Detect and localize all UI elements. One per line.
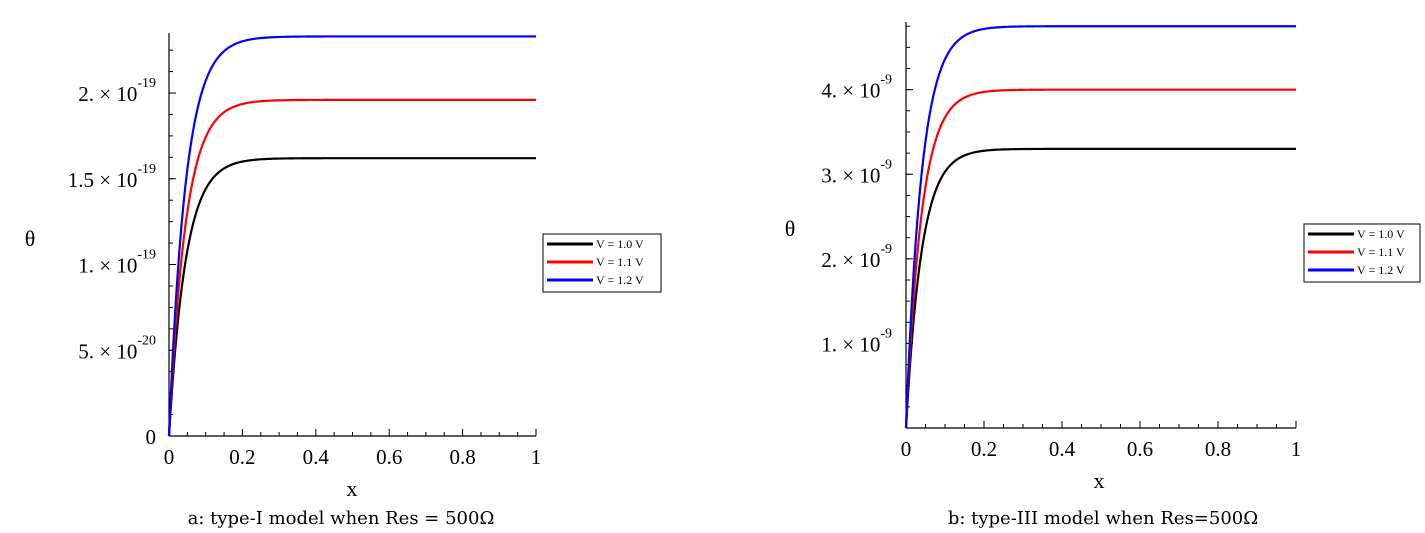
y-axis-label: θ [785, 216, 796, 241]
legend-label-3: V = 1.2 V [1357, 263, 1405, 277]
y-tick-exponent: -9 [880, 326, 892, 341]
y-tick-exponent: -9 [880, 242, 892, 257]
y-tick-label: 2. × 10-19 [78, 76, 156, 106]
x-tick-label: 1 [531, 445, 542, 469]
x-tick-label: 0.4 [303, 445, 330, 469]
series-line-2 [167, 98, 536, 437]
y-tick-mantissa: 1. × 10 [78, 254, 137, 278]
y-tick-label: 1. × 10-19 [78, 248, 156, 278]
y-tick-mantissa: 3. × 10 [821, 163, 880, 187]
y-tick-mantissa: 1. × 10 [821, 332, 880, 356]
legend: V = 1.0 V V = 1.1 V V = 1.2 V [542, 233, 662, 293]
x-tick-label: 0 [901, 437, 912, 461]
legend-label-2: V = 1.1 V [596, 255, 644, 269]
y-tick-exponent: -19 [137, 162, 156, 177]
x-tick-label: 0.8 [1205, 437, 1231, 461]
legend-label-2: V = 1.1 V [1357, 245, 1405, 259]
chart-a: 0 0.2 0.4 0.6 0.8 105. × 10-201. × 10-191.5 ×… [25, 33, 662, 529]
y-tick-mantissa: 1.5 × 10 [68, 168, 138, 192]
x-tick-label: 0.6 [376, 445, 402, 469]
y-tick-mantissa: 2. × 10 [78, 82, 137, 106]
y-tick-label: 4. × 10-9 [821, 73, 892, 103]
figure-caption: b: type-III model when Res=500Ω [948, 508, 1258, 529]
series-line-1 [167, 157, 536, 437]
y-tick-mantissa: 0 [146, 425, 157, 449]
y-tick-exponent: -9 [880, 157, 892, 172]
series-line-1 [904, 147, 1296, 429]
y-tick-exponent: -20 [137, 333, 156, 348]
figure-caption: a: type-I model when Res = 500Ω [188, 508, 495, 529]
x-tick-label: 0 [164, 445, 175, 469]
x-tick-label: 0.2 [229, 445, 255, 469]
series-line-2 [904, 88, 1296, 429]
y-tick-exponent: -19 [137, 248, 156, 263]
x-tick-label: 1 [1291, 437, 1302, 461]
x-axis-label: x [1094, 468, 1105, 493]
legend-label-1: V = 1.0 V [596, 237, 644, 251]
legend-label-1: V = 1.0 V [1357, 227, 1405, 241]
y-tick-label: 2. × 10-9 [821, 242, 892, 272]
y-tick-exponent: -19 [137, 76, 156, 91]
x-tick-label: 0.8 [449, 445, 475, 469]
x-tick-label: 0.6 [1127, 437, 1153, 461]
y-tick-mantissa: 4. × 10 [821, 79, 880, 103]
y-tick-label: 3. × 10-9 [821, 157, 892, 187]
y-tick-label: 0 [146, 425, 157, 449]
x-tick-label: 0.4 [1049, 437, 1076, 461]
x-axis-label: x [347, 476, 358, 501]
y-axis-label: θ [25, 226, 36, 251]
y-tick-exponent: -9 [880, 73, 892, 88]
series-line-3 [904, 25, 1296, 429]
y-tick-label: 1. × 10-9 [821, 326, 892, 356]
y-tick-mantissa: 5. × 10 [78, 339, 137, 363]
chart-b: 0 0.2 0.4 0.6 0.8 11. × 10-92. × 10-93. × 10-… [785, 22, 1421, 529]
x-tick-label: 0.2 [971, 437, 997, 461]
y-tick-label: 1.5 × 10-19 [68, 162, 156, 192]
y-tick-mantissa: 2. × 10 [821, 248, 880, 272]
series-line-3 [167, 35, 536, 437]
legend: V = 1.0 V V = 1.1 V V = 1.2 V [1303, 223, 1421, 283]
legend-label-3: V = 1.2 V [596, 273, 644, 287]
y-tick-label: 5. × 10-20 [78, 333, 156, 363]
